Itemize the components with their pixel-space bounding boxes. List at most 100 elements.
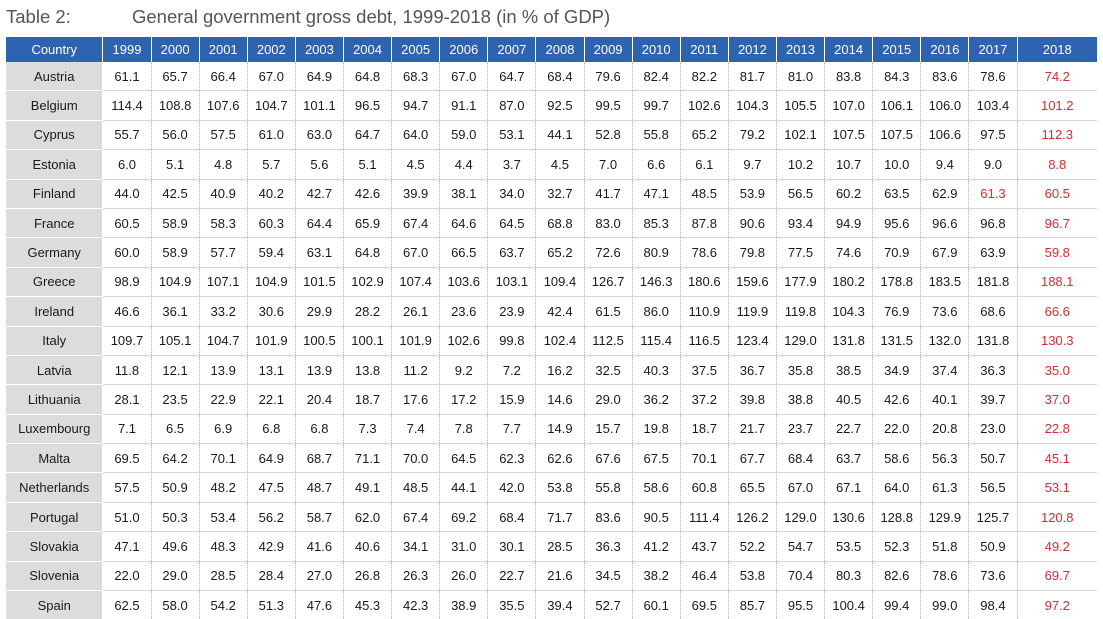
value-cell: 79.6 <box>584 62 633 92</box>
value-cell: 22.0 <box>872 414 922 445</box>
value-cell: 81.7 <box>728 62 777 92</box>
table-row: Malta 69.5 64.2 70.1 64.9 68.7 71.1 70.0 64.5 62.… <box>6 443 1097 474</box>
column-header-2015: 2015 <box>872 37 922 62</box>
table-row: Slovenia 22.0 29.0 28.5 28.4 27.0 26.8 26.3 26.0… <box>6 561 1097 592</box>
value-cell: 13.1 <box>247 355 296 386</box>
value-cell: 64.4 <box>295 208 344 239</box>
value-cell: 23.5 <box>151 384 200 415</box>
value-cell: 23.6 <box>439 296 489 327</box>
value-cell: 40.2 <box>247 179 296 209</box>
value-cell: 97.2 <box>1044 597 1070 613</box>
value-cell: 93.4 <box>776 208 826 239</box>
value-cell: 48.2 <box>199 472 248 503</box>
value-cell: 58.9 <box>151 208 200 239</box>
value-cell: 36.7 <box>728 355 777 386</box>
value-cell: 71.7 <box>535 502 585 533</box>
value-cell: 67.6 <box>584 443 633 474</box>
value-cell: 17.2 <box>439 384 489 415</box>
value-cell: 115.4 <box>632 326 681 356</box>
country-cell: Malta <box>6 443 104 474</box>
column-header-2003: 2003 <box>295 37 344 62</box>
value-cell: 131.8 <box>824 326 874 356</box>
value-cell: 61.1 <box>102 62 152 92</box>
value-cell: 6.6 <box>632 149 681 180</box>
value-cell: 22.9 <box>199 384 248 415</box>
country-cell: Finland <box>6 179 104 209</box>
table-caption: Table 2: General government gross debt, … <box>6 4 1096 32</box>
value-cell: 53.8 <box>728 561 777 592</box>
value-cell: 82.6 <box>872 561 922 592</box>
value-cell: 102.6 <box>439 326 489 356</box>
value-cell: 64.9 <box>295 62 344 92</box>
value-cell: 68.6 <box>968 296 1018 327</box>
value-cell: 41.7 <box>584 179 633 209</box>
value-cell: 69.5 <box>102 443 152 474</box>
column-header-2018: 2018 <box>1017 37 1097 62</box>
table-row: Greece 98.9 104.9 107.1 104.9 101.5 102.9 107.4… <box>6 267 1097 298</box>
value-cell: 183.5 <box>920 267 970 298</box>
value-cell: 42.6 <box>872 384 922 415</box>
value-cell: 47.1 <box>632 179 681 209</box>
value-cell: 63.5 <box>872 179 922 209</box>
value-cell: 63.7 <box>487 237 537 268</box>
value-cell: 28.2 <box>343 296 393 327</box>
value-cell: 82.2 <box>680 62 729 92</box>
value-cell: 73.6 <box>920 296 970 327</box>
value-cell: 7.7 <box>487 414 537 445</box>
value-cell: 100.5 <box>295 326 344 356</box>
value-cell: 96.7 <box>1017 208 1097 239</box>
value-cell: 11.8 <box>102 355 152 386</box>
value-cell: 107.1 <box>199 267 248 298</box>
value-cell: 68.8 <box>535 208 585 239</box>
value-cell: 50.3 <box>151 502 200 533</box>
value-cell: 6.9 <box>199 414 248 445</box>
value-cell: 67.1 <box>824 472 874 503</box>
value-cell: 97.5 <box>968 120 1018 151</box>
value-cell: 16.2 <box>535 355 585 386</box>
value-cell: 65.9 <box>343 208 393 239</box>
value-cell: 21.7 <box>728 414 777 445</box>
table-row: Slovakia 47.1 49.6 48.3 42.9 41.6 40.6 34.1 31.0… <box>6 531 1097 562</box>
value-cell: 78.6 <box>968 62 1018 92</box>
value-cell: 18.7 <box>343 384 393 415</box>
country-cell: Germany <box>6 237 104 268</box>
value-cell: 101.9 <box>391 326 441 356</box>
value-cell: 29.0 <box>151 561 200 592</box>
value-cell: 108.8 <box>151 90 200 121</box>
value-cell: 48.5 <box>680 179 729 209</box>
value-cell: 36.3 <box>584 531 633 562</box>
value-cell: 99.8 <box>487 326 537 356</box>
value-cell: 10.0 <box>872 149 922 180</box>
table-label: Table 2: <box>6 6 71 27</box>
value-cell: 28.5 <box>199 561 248 592</box>
value-cell: 42.9 <box>247 531 296 562</box>
value-cell: 102.9 <box>343 267 393 298</box>
value-cell: 38.8 <box>776 384 826 415</box>
value-cell: 178.8 <box>872 267 922 298</box>
value-cell: 64.0 <box>391 120 441 151</box>
value-cell: 59.0 <box>439 120 489 151</box>
value-cell: 53.5 <box>824 531 874 562</box>
value-cell: 40.9 <box>199 179 248 209</box>
value-cell: 22.8 <box>1017 414 1097 445</box>
value-cell: 36.3 <box>968 355 1018 386</box>
value-cell: 61.3 <box>920 472 970 503</box>
value-cell: 31.0 <box>439 531 489 562</box>
value-cell: 105.5 <box>776 90 826 121</box>
value-cell: 83.8 <box>824 62 874 92</box>
value-cell: 5.6 <box>295 149 344 180</box>
value-cell: 112.5 <box>584 326 633 356</box>
value-cell: 66.5 <box>439 237 489 268</box>
value-cell: 69.2 <box>439 502 489 533</box>
value-cell: 40.3 <box>632 355 681 386</box>
value-cell: 56.3 <box>920 443 970 474</box>
country-cell: Slovenia <box>6 561 104 592</box>
value-cell: 80.3 <box>824 561 874 592</box>
column-header-2004: 2004 <box>343 37 393 62</box>
value-cell: 65.7 <box>151 62 200 92</box>
value-cell: 33.2 <box>199 296 248 327</box>
value-cell: 95.6 <box>872 208 922 239</box>
value-cell: 119.8 <box>776 296 826 327</box>
value-cell: 39.7 <box>968 384 1018 415</box>
column-header-2000: 2000 <box>151 37 200 62</box>
